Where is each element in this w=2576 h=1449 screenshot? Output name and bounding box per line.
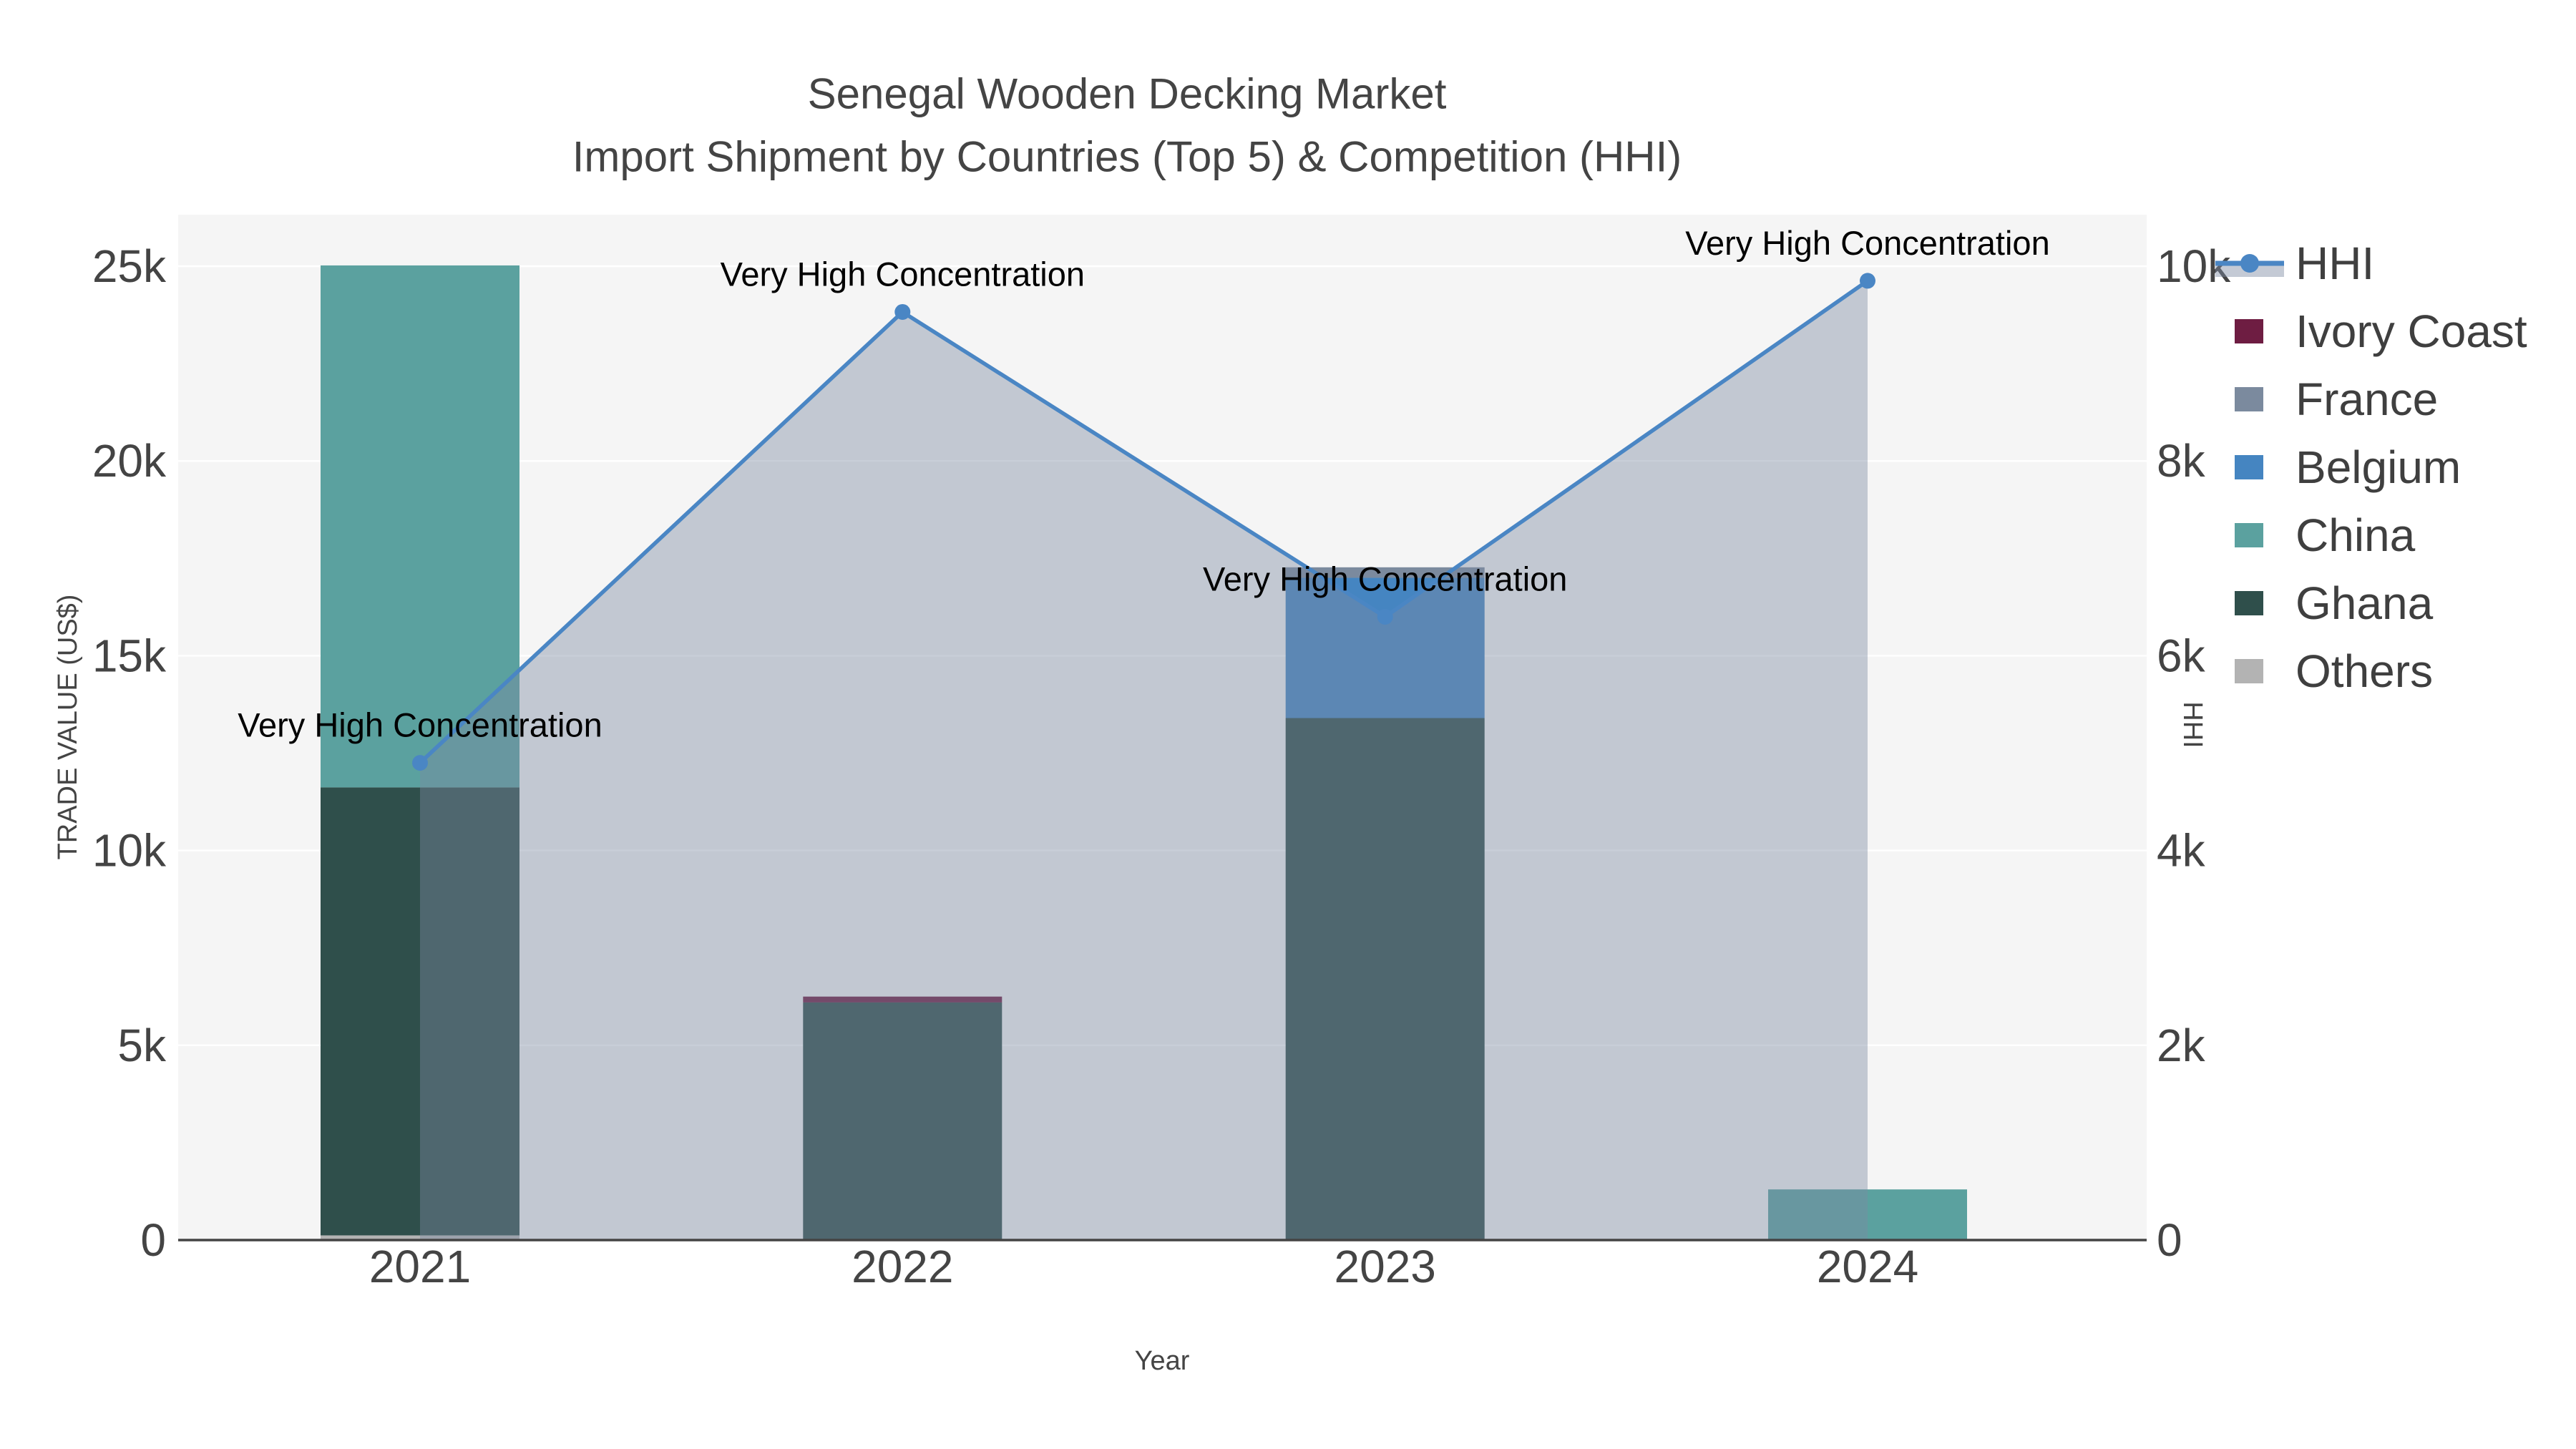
legend-label: HHI: [2296, 238, 2374, 289]
legend-item-ivory-coast[interactable]: Ivory Coast: [2235, 306, 2527, 357]
y-left-tick-20k: 20k: [92, 435, 167, 487]
y-left-tick-0: 0: [140, 1214, 166, 1266]
chart-title-line2: Import Shipment by Countries (Top 5) & C…: [572, 133, 1682, 181]
x-tick-2023: 2023: [1335, 1241, 1436, 1292]
legend-swatch: [2235, 387, 2263, 411]
y-axis-title-right: HHI: [2177, 701, 2207, 748]
hhi-legend-marker: [2240, 254, 2259, 273]
legend-label: France: [2296, 374, 2438, 425]
x-tick-2022: 2022: [852, 1241, 953, 1292]
y-left-tick-15k: 15k: [92, 630, 167, 681]
bar-segment-ghana-2021[interactable]: [321, 787, 519, 1236]
hhi-area-fill: [420, 280, 1868, 1240]
x-tick-2024: 2024: [1817, 1241, 1918, 1292]
hhi-marker-2023[interactable]: [1377, 608, 1393, 625]
x-tick-2021: 2021: [369, 1241, 471, 1292]
legend-label: Ghana: [2296, 577, 2434, 629]
hhi-marker-2021[interactable]: [412, 755, 428, 771]
legend-label: Others: [2296, 645, 2433, 697]
annotation-2023: Very High Concentration: [1203, 560, 1567, 597]
legend-swatch: [2235, 523, 2263, 547]
annotation-2021: Very High Concentration: [238, 706, 602, 744]
bar-segment-china-2024[interactable]: [1768, 1189, 1967, 1240]
bar-segment-ghana-2023[interactable]: [1285, 718, 1485, 1240]
x-axis-title: Year: [1135, 1346, 1190, 1376]
chart-title-line1: Senegal Wooden Decking Market: [808, 70, 1447, 118]
bar-segment-ghana-2022[interactable]: [803, 1002, 1002, 1240]
annotation-2022: Very High Concentration: [721, 255, 1085, 293]
y-axis-title-left: TRADE VALUE (US$): [53, 595, 83, 860]
y-right-tick-6k: 6k: [2157, 630, 2206, 681]
y-left-tick-10k: 10k: [92, 825, 167, 877]
legend-item-france[interactable]: France: [2235, 374, 2438, 425]
y-right-tick-4k: 4k: [2157, 825, 2206, 877]
hhi-marker-2024[interactable]: [1860, 273, 1875, 289]
legend-item-ghana[interactable]: Ghana: [2235, 577, 2434, 629]
bar-segment-france-2023[interactable]: [1285, 567, 1485, 578]
legend-item-china[interactable]: China: [2235, 509, 2416, 561]
legend-swatch: [2235, 659, 2263, 683]
legend: HHI Ivory Coast France Belgium China Ghana Oth…: [2215, 238, 2527, 697]
hhi-marker-2022[interactable]: [894, 303, 911, 320]
legend-item-belgium[interactable]: Belgium: [2235, 441, 2461, 493]
legend-item-others[interactable]: Others: [2235, 645, 2433, 697]
y-left-tick-5k: 5k: [117, 1020, 167, 1071]
y-left-tick-25k: 25k: [92, 240, 167, 292]
legend-item-hhi[interactable]: HHI: [2215, 238, 2374, 289]
legend-label: China: [2296, 509, 2416, 561]
y-right-tick-0: 0: [2157, 1214, 2182, 1266]
legend-swatch: [2235, 455, 2263, 479]
legend-swatch: [2235, 591, 2263, 615]
bar-segment-belgium-2023[interactable]: [1285, 577, 1485, 718]
bar-segment-ivory-coast-2022[interactable]: [803, 996, 1002, 1002]
annotation-2024: Very High Concentration: [1685, 224, 2049, 262]
legend-label: Ivory Coast: [2296, 306, 2527, 357]
bar-segment-others-2021[interactable]: [321, 1235, 519, 1240]
y-right-tick-8k: 8k: [2157, 435, 2206, 487]
hhi-line[interactable]: [419, 279, 1869, 765]
y-right-tick-2k: 2k: [2157, 1020, 2206, 1071]
legend-label: Belgium: [2296, 441, 2461, 493]
plot-area: Very High Concentration Very High Concent…: [92, 215, 2231, 1292]
legend-swatch: [2235, 319, 2263, 343]
y-right-tick-10k: 10k: [2157, 240, 2231, 292]
